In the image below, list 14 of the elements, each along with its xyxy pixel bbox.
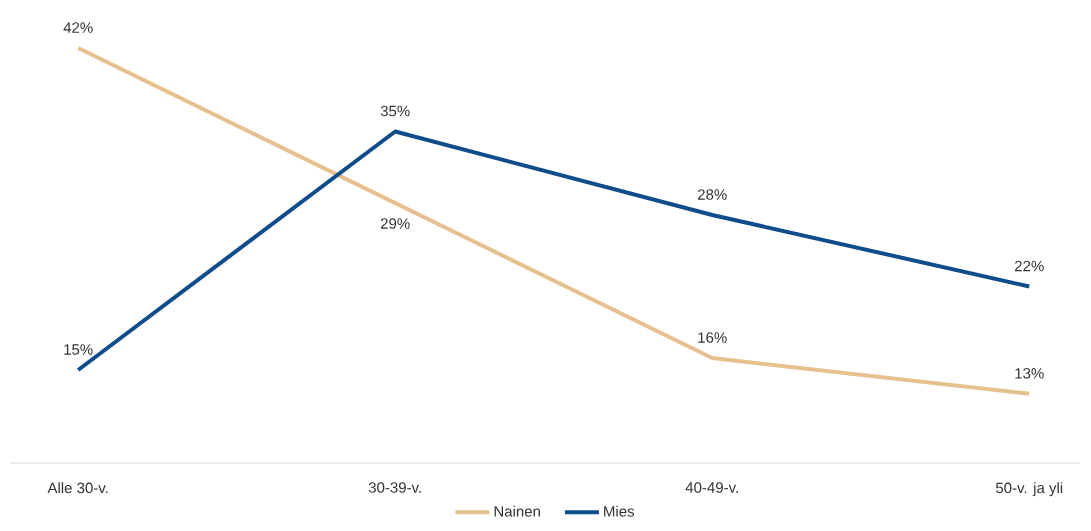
data-label: 15% [64,344,93,355]
x-tick-label: 50-v. ja yli [995,482,1063,497]
data-label: 35% [380,105,410,117]
legend-label: Mies [604,505,635,517]
x-tick-label: Alle 30-v. [47,482,108,494]
legend-label: Nainen [494,505,540,517]
x-tick-label: 30-39-v. [368,482,421,493]
data-label: 29% [380,218,410,229]
data-label: 28% [697,189,727,200]
data-label: 16% [698,332,727,343]
data-label: 42% [63,22,93,33]
data-label: 13% [1015,368,1044,379]
x-tick-label: 40-49-v. [685,482,738,493]
data-label: 22% [1015,260,1044,272]
